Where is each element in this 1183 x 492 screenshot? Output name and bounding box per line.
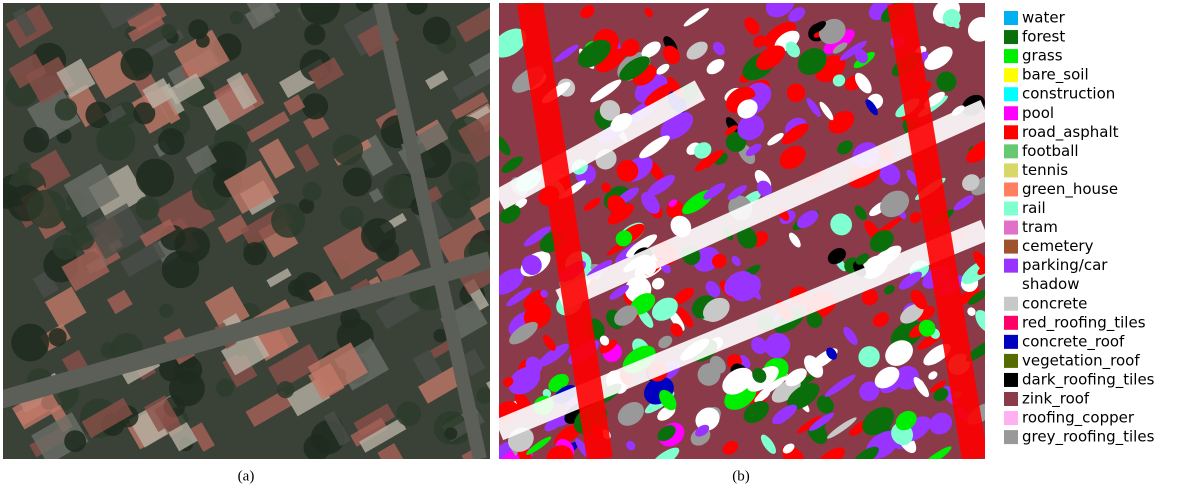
satellite-image — [0, 0, 539, 475]
legend-swatch — [1004, 240, 1018, 254]
texture — [398, 183, 414, 199]
texture — [11, 324, 49, 362]
legend-swatch — [1004, 202, 1018, 216]
texture — [188, 19, 208, 39]
texture — [53, 235, 78, 260]
legend-label: bare_soil — [1022, 66, 1089, 85]
legend-swatch — [1004, 354, 1018, 368]
texture — [476, 387, 492, 403]
legend-swatch — [1004, 163, 1018, 177]
legend-label: road_asphalt — [1022, 123, 1119, 142]
texture — [304, 24, 325, 45]
texture — [161, 24, 176, 39]
texture — [48, 328, 66, 346]
texture — [332, 135, 363, 166]
legend-label: zink_roof — [1022, 390, 1090, 409]
legend-swatch — [1004, 392, 1018, 406]
legend-label: grey_roofing_tiles — [1022, 428, 1155, 447]
texture — [64, 430, 86, 452]
legend-label: tennis — [1022, 161, 1068, 179]
texture — [55, 98, 77, 120]
texture — [136, 196, 160, 220]
texture — [216, 379, 234, 397]
legend-swatch — [1004, 297, 1018, 311]
texture — [120, 48, 153, 81]
legend-swatch — [1004, 49, 1018, 63]
texture — [343, 168, 372, 197]
texture — [445, 427, 458, 440]
legend-label: rail — [1022, 199, 1046, 217]
caption: (b) — [732, 468, 750, 484]
figure: waterforestgrassbare_soilconstructionpoo… — [0, 0, 1183, 492]
texture — [441, 189, 471, 219]
texture — [396, 401, 421, 426]
legend-label: parking/car — [1022, 256, 1108, 274]
texture — [302, 182, 321, 201]
legend-swatch — [1004, 68, 1018, 82]
legend-swatch — [1004, 411, 1018, 425]
legend-label: water — [1022, 9, 1066, 27]
legend-swatch — [1004, 373, 1018, 387]
page: waterforestgrassbare_soilconstructionpoo… — [0, 0, 1183, 492]
legend-label: construction — [1022, 85, 1115, 103]
legend-label: dark_roofing_tiles — [1022, 370, 1155, 389]
texture — [27, 190, 66, 229]
legend-label: vegetation_roof — [1022, 351, 1140, 370]
legend-swatch — [1004, 335, 1018, 349]
legend-label: concrete — [1022, 294, 1087, 312]
texture — [271, 204, 305, 238]
legend-swatch — [1004, 125, 1018, 139]
texture — [23, 127, 49, 153]
legend-swatch — [1004, 106, 1018, 120]
legend-label: forest — [1022, 28, 1065, 46]
legend-swatch — [1004, 11, 1018, 25]
legend-label: concrete_roof — [1022, 332, 1125, 351]
texture — [448, 162, 478, 192]
texture — [302, 93, 328, 119]
legend-label: pool — [1022, 104, 1054, 122]
legend-label: football — [1022, 142, 1079, 160]
texture — [96, 122, 135, 161]
texture — [136, 159, 174, 197]
texture — [158, 128, 185, 155]
texture — [230, 11, 243, 24]
texture — [277, 381, 294, 398]
texture — [423, 17, 451, 45]
legend-swatch — [1004, 221, 1018, 235]
caption: (a) — [238, 468, 255, 484]
legend-label: roofing_copper — [1022, 409, 1135, 428]
legend: waterforestgrassbare_soilconstructionpoo… — [1004, 9, 1155, 447]
legend-label: cemetery — [1022, 237, 1094, 255]
texture — [361, 218, 396, 253]
legend-swatch — [1004, 182, 1018, 196]
legend-swatch — [1004, 144, 1018, 158]
texture — [18, 162, 32, 176]
legend-swatch — [1004, 430, 1018, 444]
legend-swatch — [1004, 87, 1018, 101]
texture — [159, 304, 173, 318]
legend-label: shadow — [1022, 275, 1079, 293]
classification-map — [485, 0, 998, 477]
texture — [340, 206, 364, 230]
legend-label: tram — [1022, 218, 1058, 236]
legend-swatch — [1004, 30, 1018, 44]
legend-label: red_roofing_tiles — [1022, 313, 1146, 332]
legend-swatch — [1004, 316, 1018, 330]
legend-label: green_house — [1022, 180, 1118, 199]
texture — [243, 242, 266, 265]
legend-label: grass — [1022, 47, 1063, 65]
texture — [162, 251, 199, 288]
legend-swatch — [1004, 259, 1018, 273]
